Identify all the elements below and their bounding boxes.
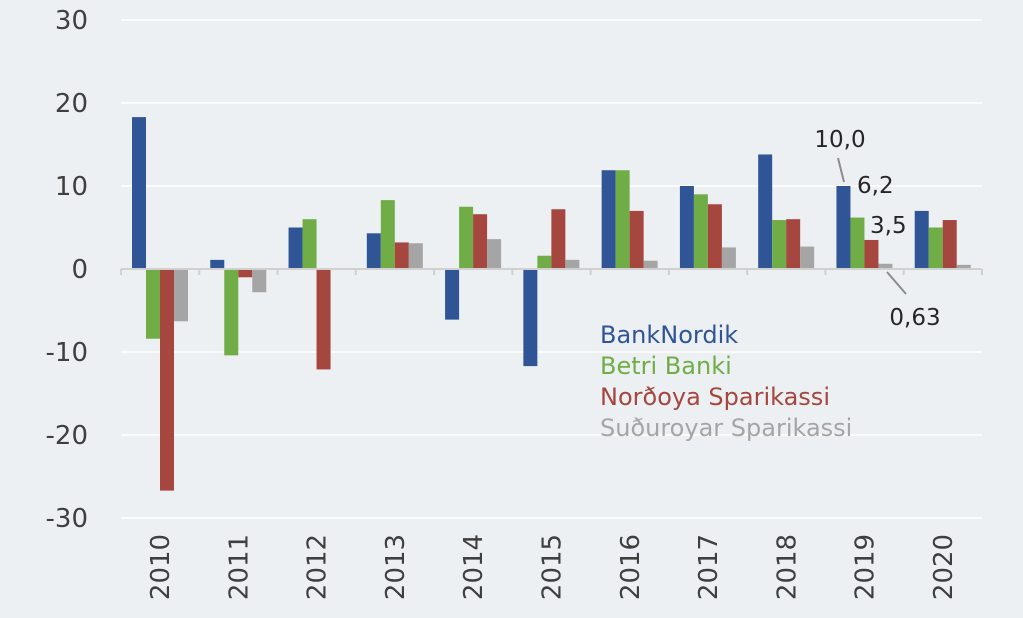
bar-2013-s1 — [380, 200, 395, 269]
annotations: 10,0 6,2 3,5 0,63 — [814, 127, 940, 331]
bar-2015-s0 — [523, 269, 538, 367]
bar-2011-s3 — [252, 269, 267, 293]
x-tick-label: 2020 — [929, 534, 959, 600]
y-tick-label: 0 — [71, 255, 88, 285]
x-tick-label: 2010 — [146, 534, 176, 600]
y-tick-label: -30 — [46, 504, 88, 534]
bar-2018-s0 — [758, 154, 773, 269]
x-axis-ticks: 2010 2011 2012 2013 2014 2015 2016 2017 2018 2019… — [146, 534, 959, 600]
y-tick-label: 30 — [55, 6, 88, 36]
annotation-leader — [886, 271, 907, 295]
annotation-label: 6,2 — [857, 173, 894, 199]
annotation-leader — [837, 157, 845, 183]
bars — [132, 117, 971, 491]
bar-2016-s1 — [615, 170, 630, 269]
bar-2019-s0 — [836, 186, 851, 269]
bar-2014-s3 — [487, 239, 502, 269]
bar-2010-s1 — [146, 269, 160, 339]
bar-2012-s1 — [302, 219, 317, 269]
bar-2012-s0 — [288, 227, 303, 269]
bar-2015-s2 — [551, 209, 566, 269]
bar-2016-s3 — [643, 260, 658, 269]
bar-2017-s2 — [707, 204, 722, 269]
x-tick-label: 2018 — [772, 534, 802, 600]
y-tick-label: 20 — [55, 89, 88, 119]
bar-2016-s0 — [601, 170, 616, 269]
bar-2020-s2 — [942, 220, 957, 269]
y-tick-label: -20 — [46, 421, 88, 451]
bar-2012-s2 — [316, 269, 331, 370]
x-tick-label: 2019 — [851, 534, 881, 600]
annotation-label: 3,5 — [870, 213, 907, 239]
annotation-label: 10,0 — [814, 127, 865, 153]
gridlines — [121, 19, 982, 519]
bar-2010-s2 — [160, 269, 174, 491]
bar-2014-s1 — [459, 206, 474, 269]
bar-2020-s1 — [928, 227, 943, 269]
bar-2020-s0 — [914, 210, 929, 269]
bar-2010-s0 — [132, 117, 146, 269]
bar-2011-s2 — [238, 269, 253, 278]
bar-2013-s0 — [366, 233, 381, 269]
bar-2013-s3 — [408, 243, 423, 269]
bar-2011-s1 — [224, 269, 239, 356]
legend-entry: Betri Banki — [600, 352, 732, 380]
x-tick-label: 2016 — [616, 534, 646, 600]
y-tick-label: 10 — [55, 172, 88, 202]
legend: BankNordik Betri Banki Norðoya Sparikassi S… — [600, 321, 852, 442]
bar-2014-s2 — [473, 214, 488, 269]
x-tick-label: 2011 — [224, 534, 254, 600]
legend-entry: BankNordik — [600, 321, 738, 349]
bar-2020-s3 — [956, 264, 971, 269]
bar-2013-s2 — [394, 242, 409, 269]
x-tick-label: 2017 — [694, 534, 724, 600]
x-tick-label: 2014 — [459, 534, 489, 600]
bar-2019-s3 — [878, 263, 893, 269]
bar-2015-s3 — [565, 259, 580, 269]
y-tick-label: -10 — [46, 338, 88, 368]
bar-2010-s3 — [174, 269, 188, 322]
x-tick-label: 2012 — [303, 534, 333, 600]
bar-2011-s0 — [210, 259, 225, 269]
bar-2015-s1 — [537, 255, 552, 269]
bar-2014-s0 — [445, 269, 460, 320]
bar-2018-s3 — [800, 246, 815, 269]
bar-2018-s2 — [786, 219, 801, 269]
y-axis-ticks: -30 -20 -10 0 10 20 30 — [46, 6, 88, 534]
bar-2019-s1 — [850, 217, 865, 269]
x-tick-label: 2015 — [538, 534, 568, 600]
x-tick-label: 2013 — [381, 534, 411, 600]
legend-entry: Suðuroyar Sparikassi — [600, 414, 852, 442]
bar-2017-s3 — [721, 247, 736, 269]
bar-2018-s1 — [772, 220, 787, 269]
bar-2017-s0 — [679, 186, 694, 269]
bar-2016-s2 — [629, 210, 644, 269]
bar-2017-s1 — [693, 194, 708, 269]
bar-2019-s2 — [864, 239, 879, 269]
annotation-label: 0,63 — [889, 305, 940, 331]
zero-axis — [120, 268, 983, 275]
legend-entry: Norðoya Sparikassi — [600, 383, 830, 411]
